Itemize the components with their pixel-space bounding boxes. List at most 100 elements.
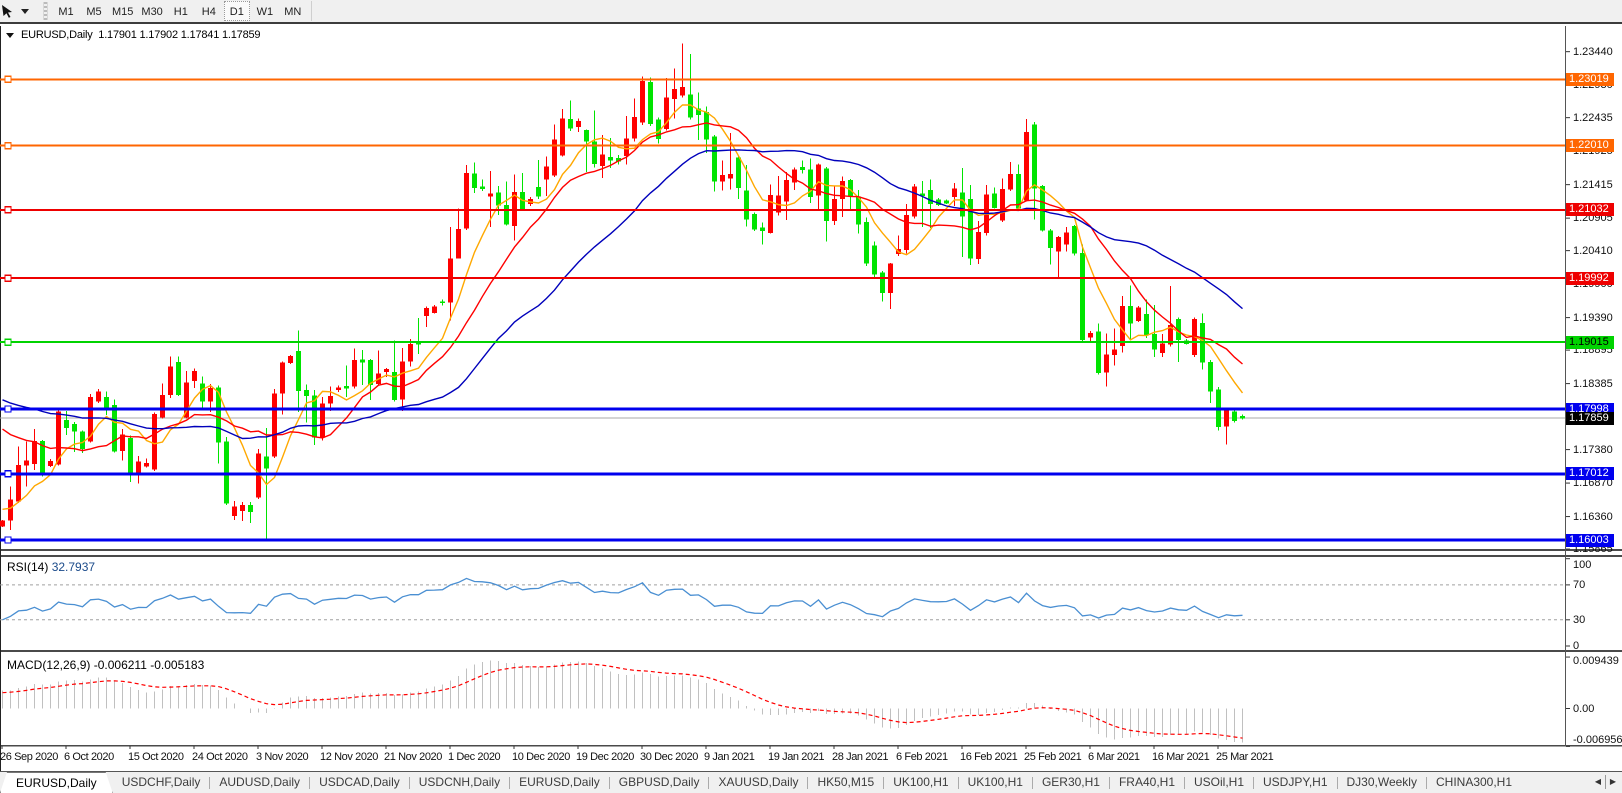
date-axis-label: 25 Feb 2021: [1024, 751, 1082, 763]
level-price-box: 1.23019: [1566, 72, 1614, 86]
chart-window: EURUSD,Daily 1.17901 1.17902 1.17841 1.1…: [0, 26, 1622, 771]
macd-signal-line: [2, 663, 1243, 739]
chart-tab-16[interactable]: CHINA300,H1: [1435, 775, 1513, 789]
chart-tab-10[interactable]: UK100,H1: [967, 775, 1023, 789]
chart-tab-13[interactable]: USOil,H1: [1194, 775, 1245, 789]
tab-divider: [1253, 776, 1255, 789]
timeframe-button-m5[interactable]: M5: [86, 6, 102, 18]
date-axis-label: 28 Jan 2021: [832, 751, 889, 763]
date-axis-label: 30 Dec 2020: [640, 751, 698, 763]
timeframe-toolbar: M1 M5 M15 M30 H1 H4 D1 W1 MN: [0, 0, 1622, 24]
date-axis-label: 1 Dec 2020: [448, 751, 501, 763]
rsi-label: RSI(14) 32.7937: [7, 560, 95, 574]
ma-14-line: [2, 122, 1243, 452]
toolbar-separator: [310, 1, 312, 21]
tab-divider: [807, 776, 809, 789]
chart-tab-7[interactable]: XAUUSD,Daily: [718, 775, 799, 789]
current-price-box: 1.17859: [1566, 411, 1614, 425]
rsi-axis-tick: 0: [1573, 640, 1580, 652]
chart-tab-4[interactable]: USDCNH,Daily: [418, 775, 501, 789]
macd-label-text: MACD(12,26,9): [7, 658, 91, 672]
chart-tab-0[interactable]: EURUSD,Daily: [0, 772, 113, 793]
level-price-box: 1.16003: [1566, 533, 1614, 547]
level-price-box: 1.17012: [1566, 467, 1614, 481]
price-axis-tick: 1.23440: [1573, 45, 1613, 58]
chart-tab-2[interactable]: AUDUSD,Daily: [219, 775, 301, 789]
chart-title-text: EURUSD,Daily 1.17901 1.17902 1.17841 1.1…: [21, 29, 261, 41]
timeframe-button-m1[interactable]: M1: [58, 6, 74, 18]
date-axis-label: 9 Jan 2021: [704, 751, 755, 763]
rsi-axis-tick: 100: [1573, 559, 1592, 571]
quote-close: 1.17859: [221, 29, 261, 41]
date-axis-label: 16 Feb 2021: [960, 751, 1018, 763]
level-price-box: 1.21032: [1566, 203, 1614, 217]
price-axis-tick: 1.22435: [1573, 111, 1613, 124]
chart-tab-3[interactable]: USDCAD,Daily: [319, 775, 400, 789]
chart-tab-9[interactable]: UK100,H1: [893, 775, 949, 789]
ma-7-line: [2, 104, 1244, 510]
chart-tab-1[interactable]: USDCHF,Daily: [121, 775, 201, 789]
timeframe-button-d1[interactable]: D1: [223, 1, 250, 21]
chart-collapse-arrow-icon[interactable]: [6, 32, 14, 38]
chart-canvas[interactable]: [0, 26, 1622, 771]
price-axis-tick: 1.18385: [1573, 377, 1613, 390]
rsi-axis-tick: 30: [1573, 613, 1586, 626]
level-price-box: 1.19015: [1566, 335, 1614, 349]
quote-open: 1.17901: [98, 29, 137, 41]
rsi-line: [2, 577, 1243, 621]
chart-tab-8[interactable]: HK50,M15: [817, 775, 875, 789]
chart-tab-14[interactable]: USDJPY,H1: [1263, 775, 1328, 789]
candles-group: [0, 43, 1245, 541]
rsi-value: 32.7937: [51, 560, 96, 574]
toolbar-drag-handle[interactable]: [43, 2, 48, 20]
timeframe-button-m30[interactable]: M30: [141, 6, 163, 18]
timeframe-button-w1[interactable]: W1: [256, 6, 274, 18]
macd-axis-tick: 0.009439: [1573, 655, 1619, 667]
tab-divider: [1336, 776, 1338, 789]
rsi-axis-tick: 70: [1573, 578, 1586, 591]
chart-tab-15[interactable]: DJ30,Weekly: [1346, 775, 1417, 789]
timeframe-button-h4[interactable]: H4: [201, 6, 216, 18]
timeframe-button-m15[interactable]: M15: [112, 6, 134, 18]
chart-tab-5[interactable]: EURUSD,Daily: [519, 775, 600, 789]
date-axis-label: 26 Sep 2020: [0, 751, 58, 763]
tab-scroll-left-icon[interactable]: ◀: [1594, 777, 1602, 786]
macd-label: MACD(12,26,9) -0.006211 -0.005183: [7, 658, 204, 672]
cursor-dropdown-arrow-icon[interactable]: [21, 8, 29, 14]
tab-divider: [608, 776, 610, 789]
date-axis-label: 3 Nov 2020: [256, 751, 309, 763]
macd-main-value: -0.006211: [93, 658, 147, 672]
macd-axis-tick: 0.00: [1573, 702, 1595, 715]
date-axis-label: 21 Nov 2020: [384, 751, 442, 763]
date-axis-label: 6 Mar 2021: [1088, 751, 1140, 763]
price-axis-tick: 1.17380: [1573, 443, 1613, 456]
horizontal-level-lines: [0, 75, 1565, 544]
tab-divider: [209, 776, 211, 789]
price-axis-tick: 1.20410: [1573, 244, 1613, 257]
chart-tab-12[interactable]: FRA40,H1: [1118, 775, 1175, 789]
symbol-period-label: EURUSD,Daily: [21, 29, 93, 41]
date-axis-label: 15 Oct 2020: [128, 751, 184, 763]
date-axis-label: 24 Oct 2020: [192, 751, 248, 763]
tab-divider: [708, 776, 710, 789]
date-axis-label: 6 Feb 2021: [896, 751, 948, 763]
date-axis-label: 16 Mar 2021: [1152, 751, 1210, 763]
date-axis-label: 10 Dec 2020: [512, 751, 570, 763]
tab-arrows-divider: [1605, 775, 1606, 789]
timeframe-button-mn[interactable]: MN: [284, 6, 302, 18]
macd-histogram: [2, 660, 1243, 743]
tab-divider: [1108, 776, 1110, 789]
price-axis-tick: 1.16360: [1573, 510, 1613, 523]
timeframe-buttons: M1 M5 M15 M30 H1 H4 D1 W1 MN: [52, 1, 307, 21]
chart-tab-6[interactable]: GBPUSD,Daily: [618, 775, 700, 789]
date-axis-label: 19 Jan 2021: [768, 751, 825, 763]
cursor-tool-icon[interactable]: [1, 3, 15, 19]
price-axis-tick: 1.19390: [1573, 311, 1613, 324]
chart-tab-11[interactable]: GER30,H1: [1041, 775, 1100, 789]
tab-scroll-right-icon[interactable]: ▶: [1609, 777, 1617, 786]
date-axis-label: 6 Oct 2020: [64, 751, 114, 763]
date-axis-label: 19 Dec 2020: [576, 751, 634, 763]
level-price-box: 1.19992: [1566, 271, 1614, 285]
timeframe-button-h1[interactable]: H1: [173, 6, 188, 18]
